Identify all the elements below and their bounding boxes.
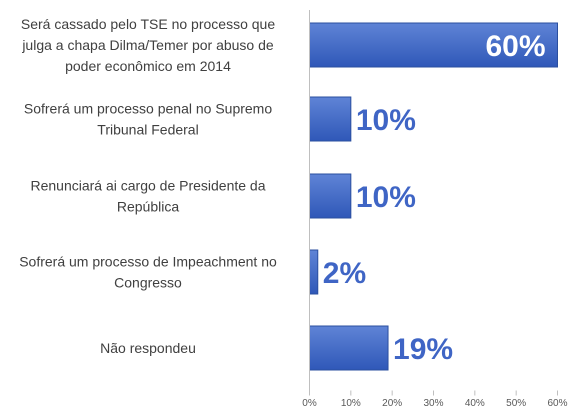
- bar-value-label: 10%: [356, 104, 416, 137]
- x-tick-label: 60%: [547, 398, 567, 409]
- category-label-line: Será cassado pelo TSE no processo que: [21, 16, 275, 32]
- x-tick-label: 40%: [465, 398, 485, 409]
- category-label-line: Sofrerá um processo de Impeachment no: [19, 254, 277, 270]
- x-axis: 0% 10% 20% 30% 40% 50% 60%: [302, 10, 568, 409]
- x-tick-label: 20%: [382, 398, 402, 409]
- bar-value-label: 10%: [356, 181, 416, 214]
- x-tick-label: 0%: [302, 398, 317, 409]
- bar-value-label: 60%: [485, 30, 545, 63]
- bar: [309, 96, 352, 142]
- category-label-line: República: [117, 199, 179, 215]
- bar-value-label: 19%: [393, 333, 453, 366]
- x-tick-label: 50%: [506, 398, 526, 409]
- category-label-line: Sofrerá um processo penal no Supremo: [24, 101, 272, 117]
- plot-area: 60% 10% 10% 2% 19%: [309, 22, 558, 371]
- bar: [309, 249, 319, 295]
- bar: [309, 22, 558, 68]
- category-labels: Será cassado pelo TSE no processo que jul…: [19, 16, 277, 356]
- bar-value-label: 2%: [323, 257, 366, 290]
- category-label-line: Não respondeu: [100, 340, 196, 356]
- x-tick-label: 10%: [341, 398, 361, 409]
- bar: [309, 325, 389, 371]
- category-label-line: Tribunal Federal: [97, 122, 198, 138]
- category-label-line: julga a chapa Dilma/Temer por abuso de: [21, 37, 274, 53]
- category-label-line: poder econômico em 2014: [65, 58, 231, 74]
- x-tick-label: 30%: [423, 398, 443, 409]
- category-label-line: Renunciará ai cargo de Presidente da: [30, 178, 265, 194]
- category-label-line: Congresso: [114, 275, 182, 291]
- bar: [309, 173, 352, 219]
